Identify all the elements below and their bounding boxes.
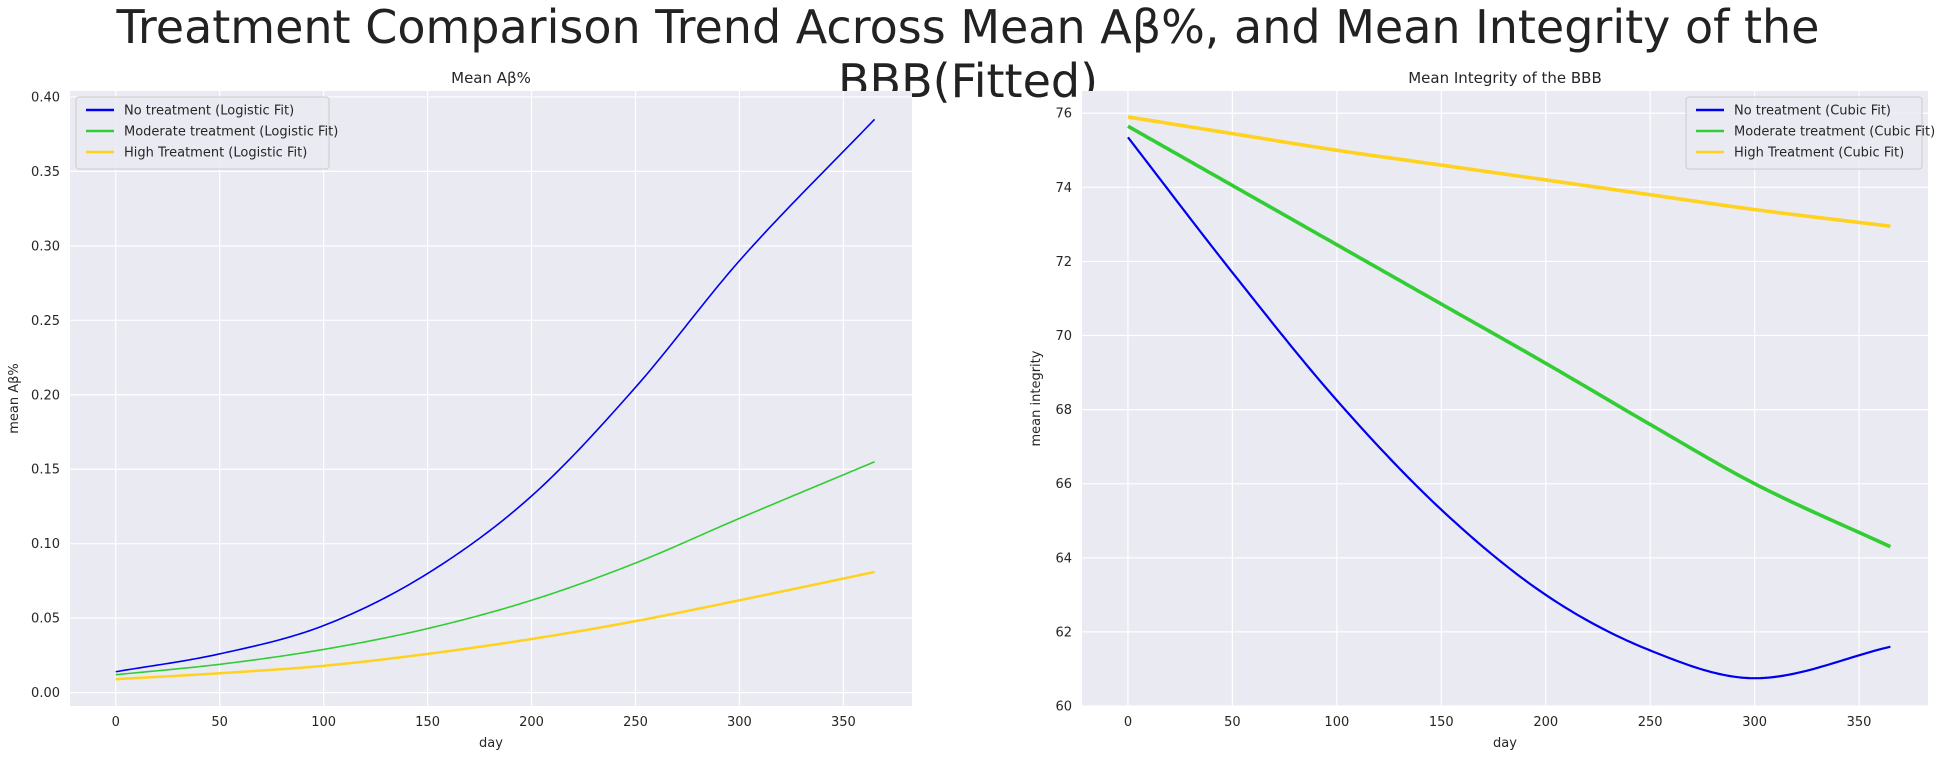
y-tick-label: 0.30 [31, 239, 60, 254]
legend-entry: High Treatment (Logistic Fit) [124, 146, 307, 161]
x-tick-label: 50 [1224, 715, 1241, 730]
x-tick-label: 100 [1324, 715, 1349, 730]
legend-entry: No treatment (Logistic Fit) [124, 104, 294, 119]
y-axis-label: mean Aβ% [7, 363, 22, 434]
x-tick-label: 150 [415, 715, 440, 730]
subplot-title: Mean Aβ% [451, 69, 531, 87]
series-line-2 [1127, 124, 1892, 549]
legend-entry: High Treatment (Cubic Fit) [1734, 146, 1904, 161]
x-tick-label: 50 [211, 715, 228, 730]
x-tick-label: 300 [727, 715, 752, 730]
y-tick-label: 70 [1055, 329, 1072, 344]
y-tick-label: 76 [1055, 107, 1072, 122]
x-tick-label: 350 [831, 715, 856, 730]
y-tick-label: 0.20 [31, 388, 60, 403]
y-tick-label: 0.25 [31, 314, 60, 329]
x-tick-label: 200 [1533, 715, 1558, 730]
y-tick-label: 0.15 [31, 463, 60, 478]
legend: No treatment (Cubic Fit) Moderate treatme… [1685, 96, 1935, 170]
series-line-1 [1127, 136, 1891, 680]
y-tick-label: 62 [1055, 625, 1072, 640]
x-tick-label: 250 [623, 715, 648, 730]
x-tick-label: 0 [1124, 715, 1132, 730]
plot-background [1082, 91, 1928, 706]
legend: No treatment (Logistic Fit) Moderate trea… [75, 96, 338, 170]
chart-panel-2: 0 50 100 150 200 250 300 350 60 62 64 66 68 70 72 74 76 d… [1029, 69, 1935, 751]
y-tick-label: 64 [1055, 551, 1072, 566]
y-tick-label: 0.00 [31, 686, 60, 701]
series-line-3 [115, 570, 875, 681]
figure-suptitle: Treatment Comparison Trend Across Mean A… [116, 0, 1820, 108]
x-axis-label: day [479, 736, 503, 751]
subplot-title: Mean Integrity of the BBB [1408, 69, 1602, 87]
legend-entry: No treatment (Cubic Fit) [1734, 104, 1891, 119]
x-tick-label: 150 [1429, 715, 1454, 730]
series-line-3 [1127, 115, 1891, 229]
y-tick-label: 68 [1055, 403, 1072, 418]
y-tick-label: 0.35 [31, 165, 60, 180]
x-tick-label: 200 [519, 715, 544, 730]
y-tick-label: 66 [1055, 477, 1072, 492]
y-tick-label: 72 [1055, 255, 1072, 270]
x-tick-label: 350 [1847, 715, 1872, 730]
y-tick-label: 74 [1055, 181, 1072, 196]
plot-background [70, 91, 912, 706]
x-axis-label: day [1493, 736, 1517, 751]
legend-frame [1685, 96, 1923, 170]
x-tick-label: 300 [1742, 715, 1767, 730]
y-tick-label: 0.10 [31, 537, 60, 552]
legend-frame [75, 96, 330, 170]
x-tick-label: 0 [112, 715, 120, 730]
legend-entry: Moderate treatment (Cubic Fit) [1734, 125, 1935, 140]
x-tick-label: 250 [1638, 715, 1663, 730]
y-tick-label: 0.40 [31, 90, 60, 105]
legend-entry: Moderate treatment (Logistic Fit) [124, 125, 338, 140]
series-line-2 [115, 461, 875, 676]
series-line-1 [115, 118, 876, 673]
y-axis-label: mean integrity [1029, 350, 1044, 446]
y-tick-label: 60 [1055, 700, 1072, 715]
y-tick-label: 0.05 [31, 612, 60, 627]
x-tick-label: 100 [311, 715, 336, 730]
chart-panel-1: 0 50 100 150 200 250 300 350 0.00 0.05 0.10 0.15 0.2… [7, 69, 912, 751]
